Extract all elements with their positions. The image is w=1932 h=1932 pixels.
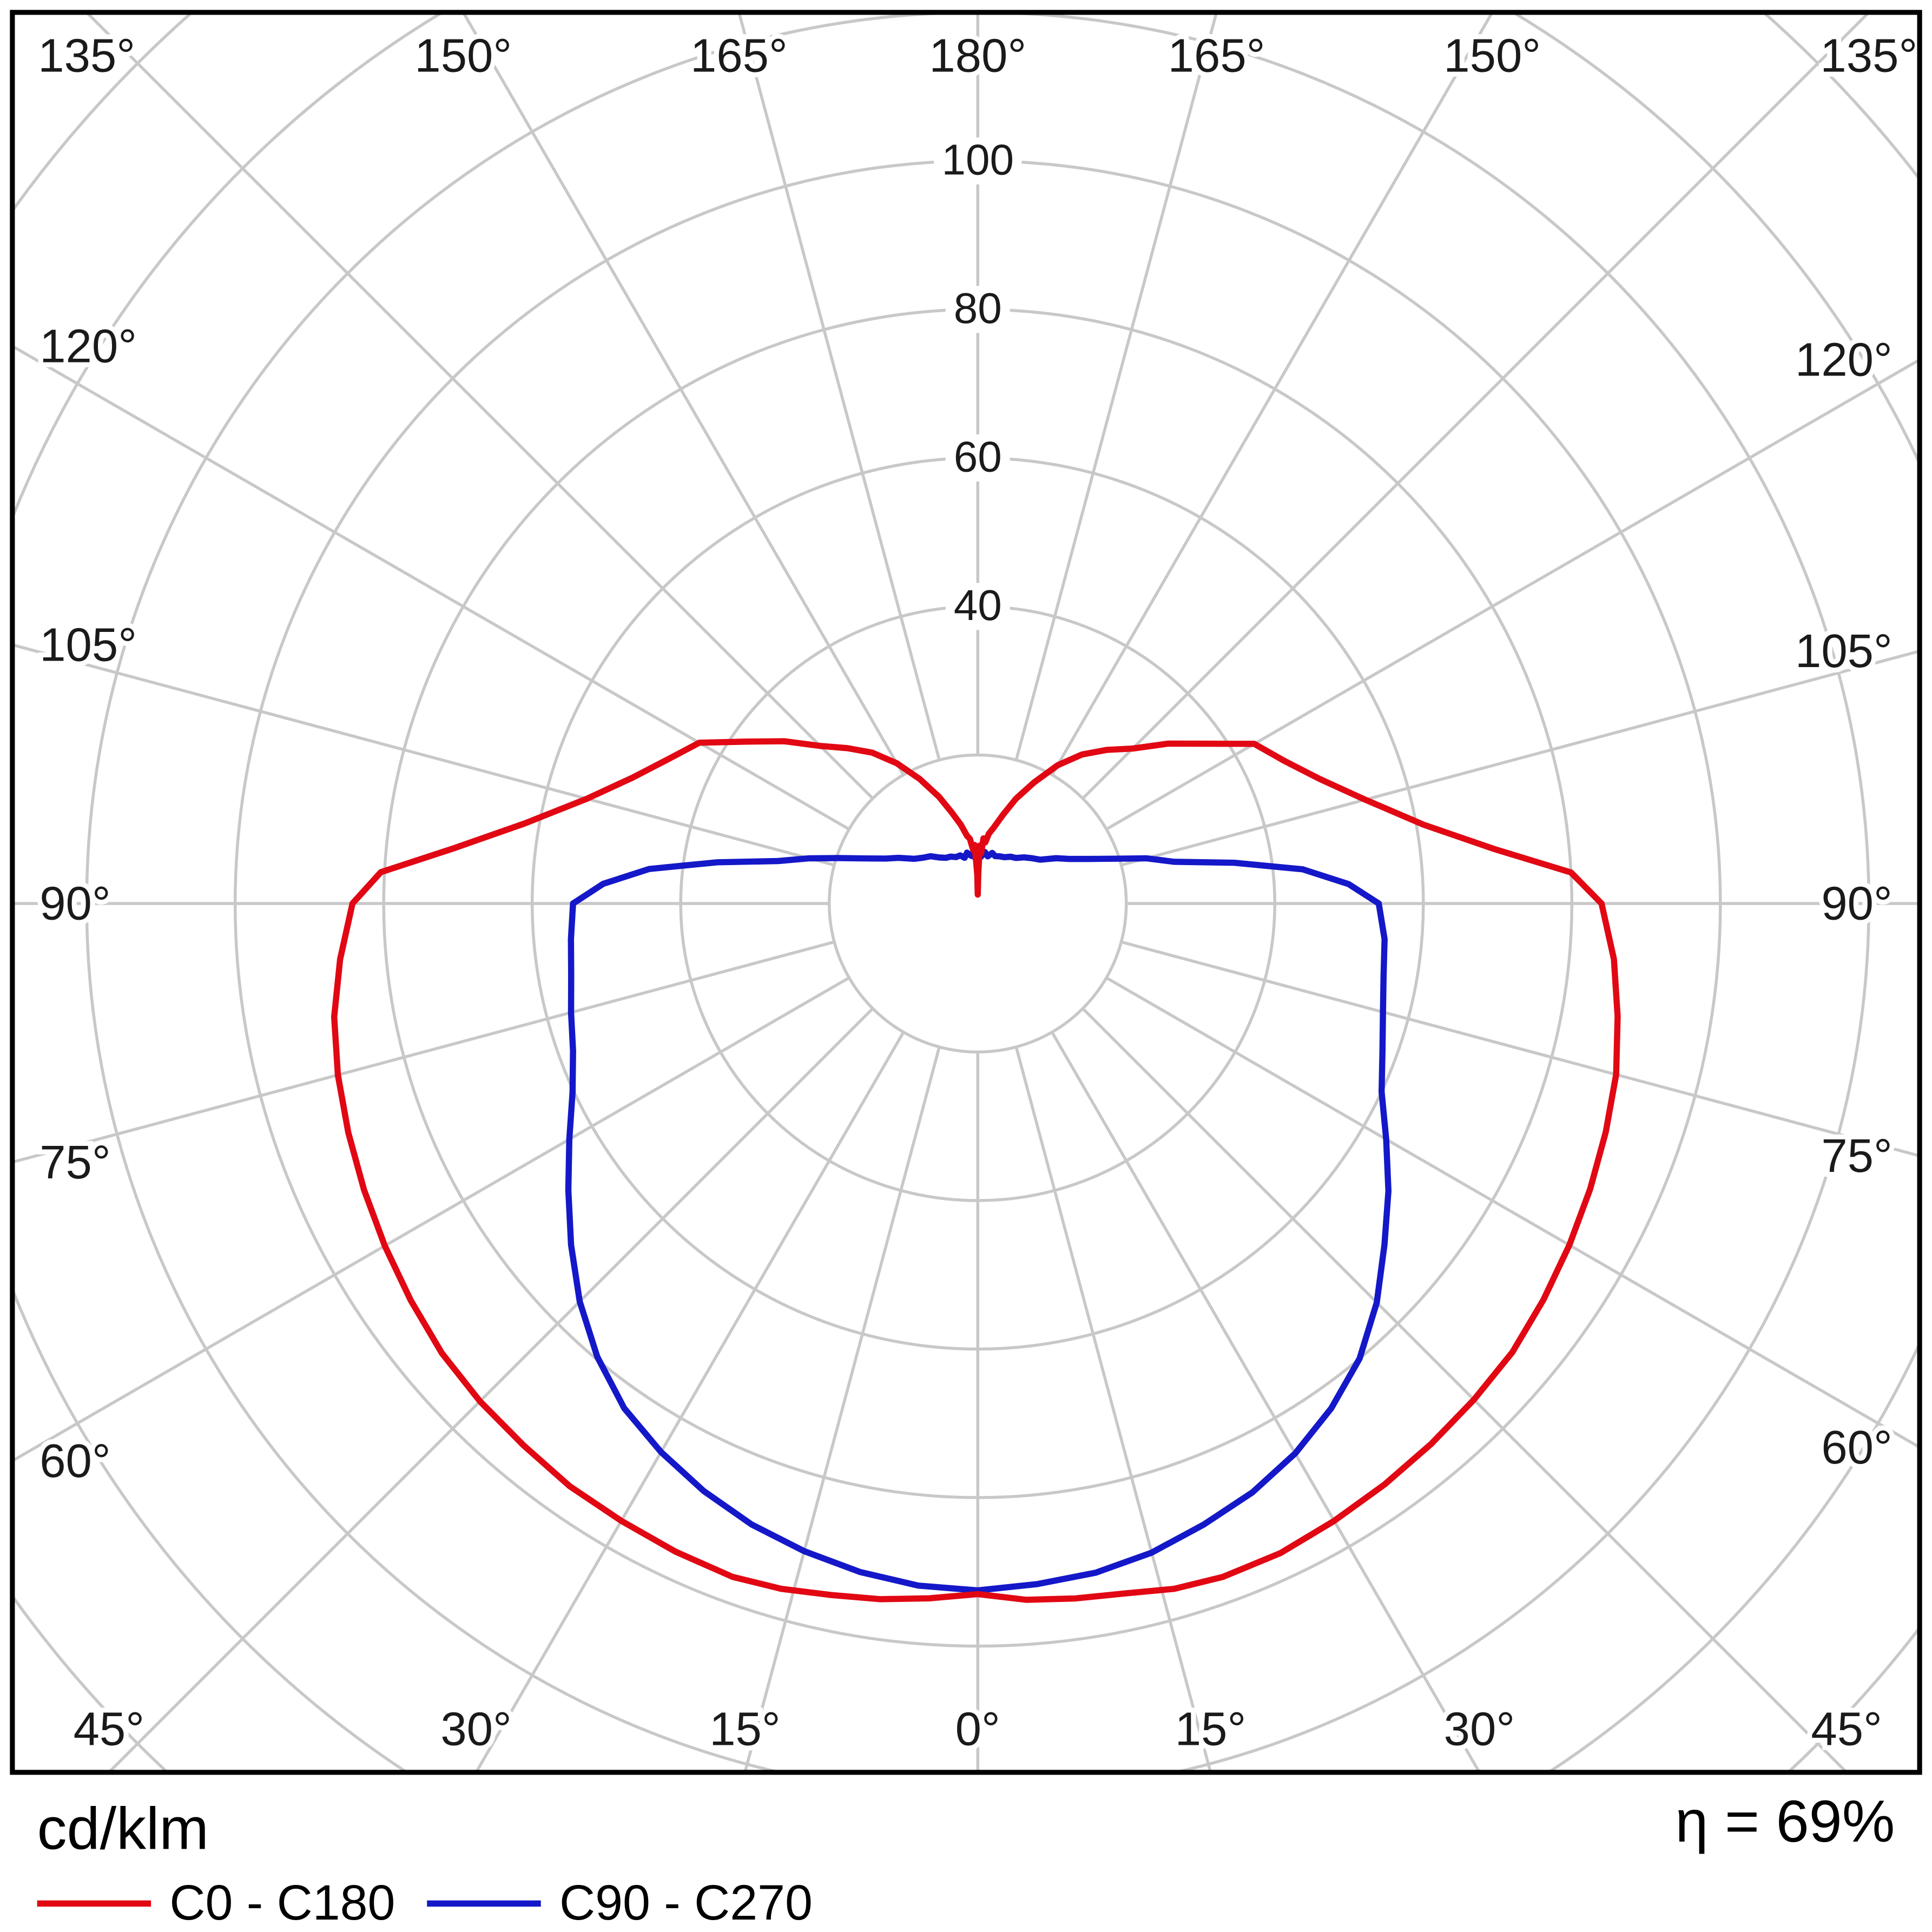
polar-grid-ray [12,976,850,1463]
angle-tick-label: 135° [38,30,135,82]
plot-frame [10,10,1922,1775]
radial-tick-label-backing [934,137,1022,184]
polar-grid-ray [107,1007,874,1772]
polar-grid-ray [743,1046,941,1772]
polar-grid-circle [827,753,1128,1054]
polar-grid-ray [12,344,850,831]
legend-label-c90-c270: C90 - C270 [559,1875,813,1930]
polar-grid-ray [1014,12,1218,761]
angle-tick-label: 150° [1443,30,1541,82]
polar-grid-ray [474,1031,905,1772]
radial-tick-label: 80 [954,284,1002,332]
radial-tick-label: 100 [941,136,1014,184]
c0-c180-curve [331,738,1621,1603]
polar-grid-ray [84,12,874,800]
angle-tick-label: 180° [929,30,1026,82]
c90-c270-curve [565,849,1392,1594]
angle-tick-label: 120° [1795,334,1893,386]
angle-tick-label: 105° [39,619,137,671]
polar-grid-ray [1014,1046,1212,1772]
angle-tick-label: 0° [955,1703,1000,1756]
radial-tick-label-backing [945,434,1010,482]
angle-tick-label: 90° [1821,878,1892,930]
polar-grid-ray [1082,12,1871,800]
angle-tick-label: 75° [39,1136,110,1189]
polar-grid-ray [1105,358,1920,831]
angle-tick-label: 165° [1168,30,1265,82]
angle-tick-label: 45° [1811,1703,1882,1756]
polar-grid-ray [1120,940,1920,1158]
angle-tick-label: 15° [709,1703,780,1756]
polar-grid-ray [12,643,835,867]
polar-grid-ray [1120,649,1920,867]
angle-tick-label: 60° [1821,1421,1892,1474]
polar-grid-ray [1051,1031,1481,1772]
efficiency-label: η = 69% [1675,1789,1895,1855]
angle-tick-label: 150° [414,30,512,82]
radial-tick-label-backing [945,286,1010,333]
angle-tick-label: 60° [39,1435,110,1487]
angle-tick-label: 15° [1175,1703,1246,1756]
angle-tick-label: 30° [440,1703,511,1756]
unit-label: cd/klm [37,1796,209,1862]
polar-grid-ray [1105,976,1920,1449]
angle-tick-label: 105° [1795,625,1893,677]
radial-tick-label: 40 [954,581,1002,629]
polar-grid-ray [1051,12,1494,776]
angle-tick-label: 45° [74,1703,144,1756]
angle-tick-label: 75° [1821,1130,1892,1182]
radial-tick-label: 60 [954,433,1002,481]
polar-grid-ray [12,940,835,1164]
angle-tick-label: 135° [1820,30,1917,82]
angle-tick-label: 90° [39,878,110,930]
legend-label-c0-c180: C0 - C180 [169,1875,395,1930]
angle-tick-label: 165° [690,30,788,82]
angle-tick-label: 120° [39,320,137,373]
polar-grid-ray [1082,1007,1849,1772]
angle-tick-label: 30° [1444,1703,1515,1756]
radial-tick-label-backing [945,583,1010,630]
polar-grid-ray [461,12,905,776]
polar-grid-ray [737,12,941,761]
